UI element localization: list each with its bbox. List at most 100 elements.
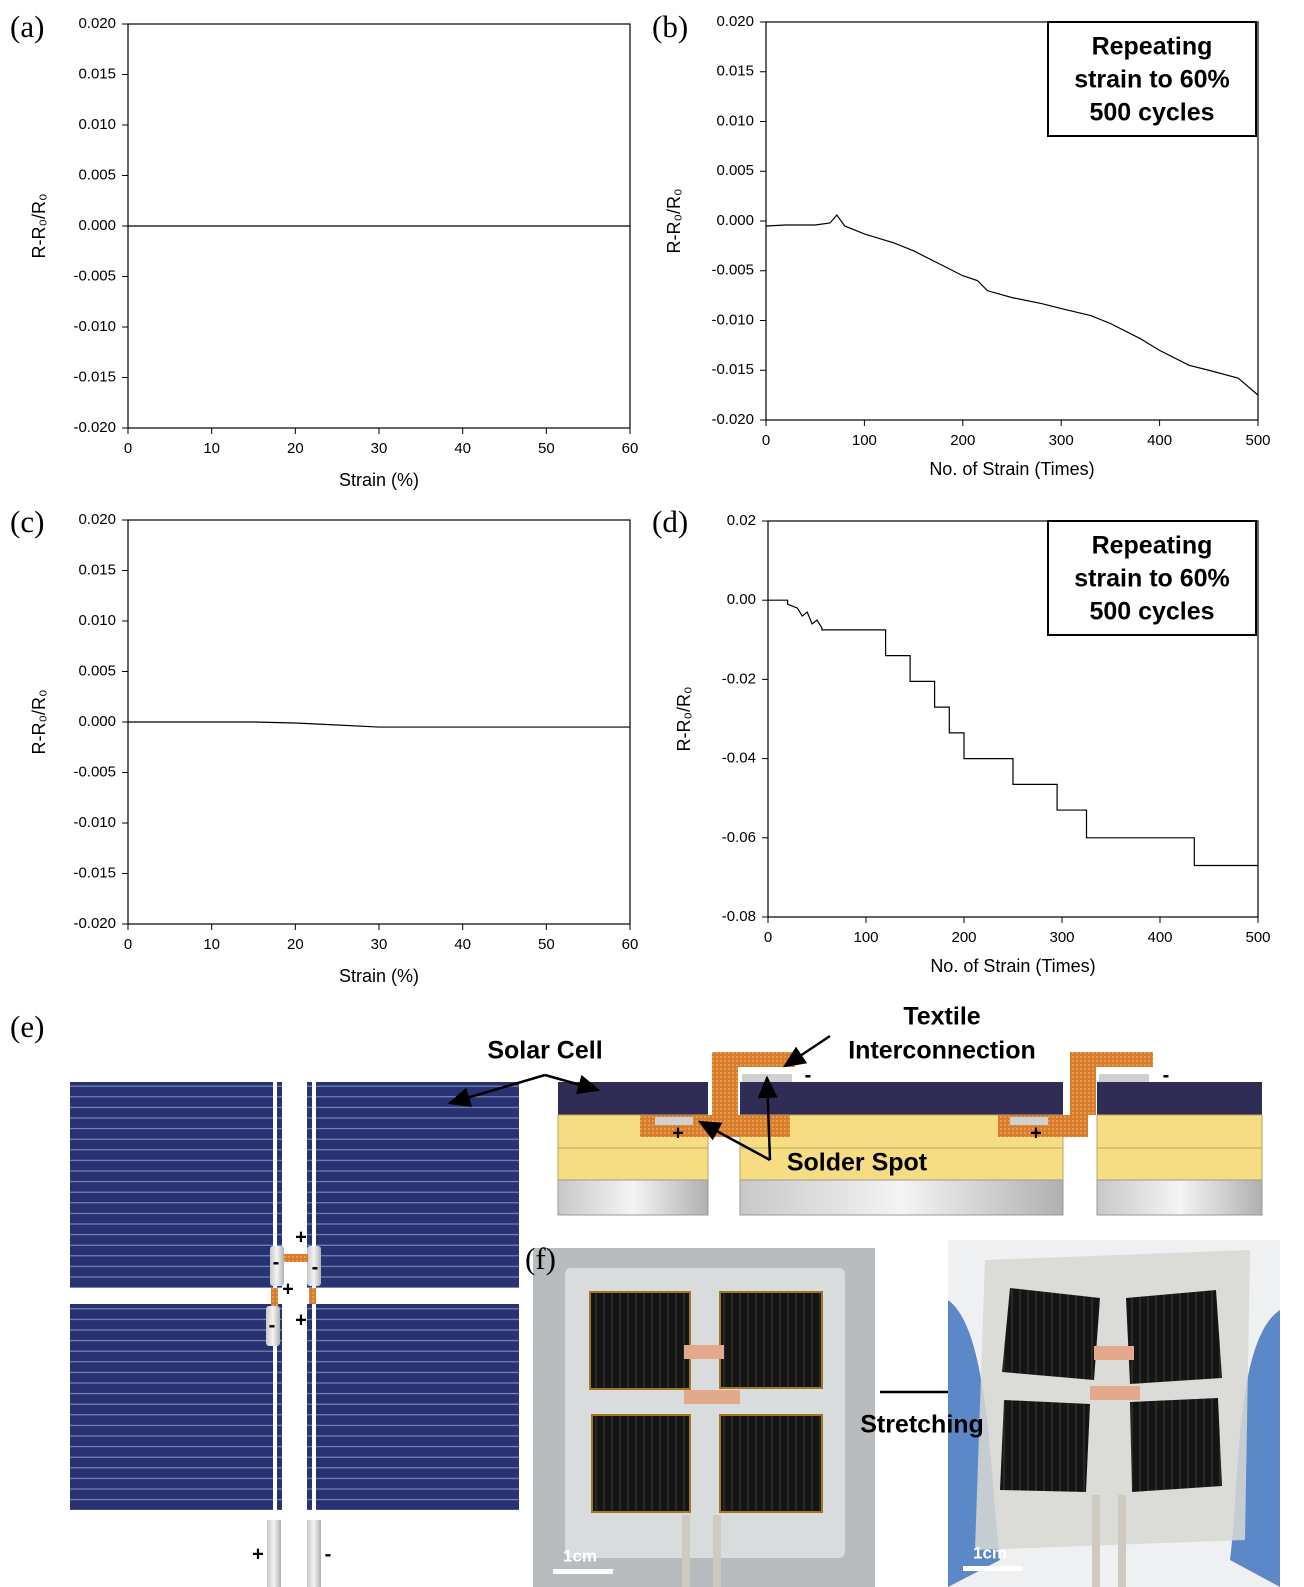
textile: [271, 1288, 278, 1306]
y-tick-label: 0.02: [727, 512, 756, 529]
arrows: [447, 1034, 971, 1402]
y-tick-label: -0.06: [722, 829, 756, 846]
chart: (a) -0.020 -0.015 -0.010 -0.005 0.000 0.005 0.0…: [10, 9, 638, 490]
textile: [998, 1052, 1153, 1137]
solder: [1010, 1117, 1048, 1125]
cell: [589, 1291, 691, 1390]
label: Interconnection: [848, 1037, 1036, 1065]
label: Stretching: [860, 1411, 984, 1439]
lead: [1092, 1495, 1100, 1587]
x-tick-label: 20: [287, 936, 304, 953]
y-tick-label: -0.005: [711, 262, 754, 279]
x-axis-title: No. of Strain (Times): [929, 459, 1094, 479]
y-tick-label: -0.015: [711, 361, 754, 378]
annotation: Repeating: [1092, 532, 1213, 560]
arrow: [447, 1073, 546, 1107]
pad: [270, 1246, 284, 1286]
pad: [266, 1306, 280, 1346]
y-tick-label: 0.010: [78, 612, 116, 629]
lead: [1118, 1495, 1126, 1587]
y-tick-label: 0.000: [78, 217, 116, 234]
cell: [1130, 1398, 1222, 1492]
x-axis-title: Strain (%): [339, 966, 419, 986]
label: Solder Spot: [787, 1149, 928, 1177]
panel-label: (c): [10, 504, 44, 539]
x-tick-label: 100: [852, 432, 877, 449]
scale-bar: [963, 1566, 1023, 1571]
scale-bar: [553, 1569, 613, 1574]
annotation: 500 cycles: [1089, 598, 1214, 626]
cell: [1000, 1400, 1090, 1492]
cell: [719, 1414, 823, 1513]
chart: (c) -0.020 -0.015 -0.010 -0.005 0.000 0.005 0.0…: [10, 504, 638, 986]
textile: [284, 1254, 308, 1262]
y-tick-label: 0.005: [78, 662, 116, 679]
y-tick-label: 0.020: [78, 511, 116, 528]
x-tick-label: 10: [203, 440, 220, 457]
sign: +: [1030, 1122, 1042, 1144]
x-tick-label: 40: [454, 936, 471, 953]
x-tick-label: 300: [1049, 929, 1074, 946]
sign: +: [672, 1122, 684, 1144]
solar-cell: [70, 1082, 282, 1288]
x-tick-label: 0: [124, 440, 132, 457]
x-tick-label: 0: [124, 936, 132, 953]
annotation: Repeating: [1092, 33, 1213, 61]
y-tick-label: -0.020: [73, 915, 116, 932]
sign: -: [273, 1251, 280, 1273]
signs: + + - - + + + - - - + -: [252, 1064, 1169, 1565]
cross-section: [557, 1052, 1263, 1216]
scale-label: 1cm: [973, 1543, 1007, 1562]
cell-array: [70, 1082, 519, 1587]
data-line: [765, 214, 1259, 396]
cell-layer: [740, 1082, 1063, 1115]
label: Solar Cell: [487, 1037, 602, 1065]
sign: -: [1163, 1064, 1170, 1086]
y-tick-label: -0.010: [73, 814, 116, 831]
cell-layer: [1097, 1082, 1262, 1115]
y-tick-label: -0.010: [711, 311, 754, 328]
textile: [1094, 1346, 1134, 1360]
y-tick-label: -0.010: [73, 318, 116, 335]
x-axis-title: No. of Strain (Times): [930, 956, 1095, 976]
annotation-box: [1047, 520, 1257, 636]
cell: [591, 1414, 691, 1513]
panel-label: (b): [652, 9, 688, 44]
photo-flat: [533, 1248, 875, 1587]
y-tick-label: 0.020: [78, 15, 116, 32]
y-tick-label: -0.005: [73, 267, 116, 284]
y-tick-label: 0.010: [716, 112, 754, 129]
x-tick-label: 20: [287, 440, 304, 457]
x-tick-label: 300: [1049, 432, 1074, 449]
x-tick-label: 30: [371, 440, 388, 457]
annotation: strain to 60%: [1074, 565, 1230, 593]
panel-label: (d): [652, 504, 688, 539]
sign: +: [295, 1309, 307, 1331]
y-tick-label: 0.015: [78, 561, 116, 578]
substrate: [1096, 1179, 1263, 1216]
y-tick-label: 0.010: [78, 116, 116, 133]
annotation: 500 cycles: [1089, 99, 1214, 127]
chart: (d) -0.08 -0.06 -0.04 -0.02 0.00 0.02 0 100 200 30…: [652, 504, 1271, 976]
photo-stretched: [948, 1240, 1280, 1587]
substrate: [739, 1179, 1064, 1216]
lead: [713, 1515, 721, 1587]
sign: -: [269, 1314, 276, 1336]
x-tick-label: 400: [1147, 432, 1172, 449]
arrow: [782, 1034, 831, 1068]
x-tick-label: 0: [764, 929, 772, 946]
solder: [1099, 1074, 1149, 1082]
x-tick-label: 200: [950, 432, 975, 449]
y-tick-label: 0.005: [716, 162, 754, 179]
sign: -: [805, 1064, 812, 1086]
y-tick-label: -0.020: [73, 419, 116, 436]
x-tick-label: 100: [853, 929, 878, 946]
sign: +: [295, 1226, 307, 1248]
x-tick-label: 30: [371, 936, 388, 953]
x-tick-label: 500: [1245, 432, 1270, 449]
y-tick-label: -0.08: [722, 908, 756, 925]
textile: [309, 1288, 316, 1304]
x-tick-label: 0: [762, 432, 770, 449]
substrate: [557, 1179, 709, 1216]
